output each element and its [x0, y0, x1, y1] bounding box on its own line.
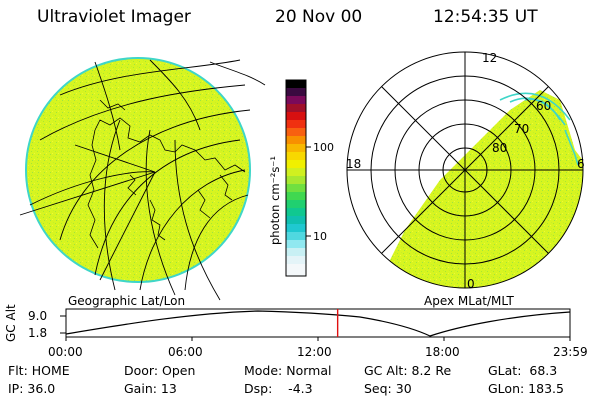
colorbar-units: photon cm⁻²s⁻¹	[268, 156, 282, 245]
altitude-curve	[65, 310, 571, 337]
geo-grid	[19, 59, 266, 301]
status-mode: Mode: Normal	[244, 363, 332, 378]
color-bar: 100 10 photon cm⁻²s⁻¹	[268, 79, 334, 277]
date-label: 20 Nov 00	[275, 7, 363, 27]
x-tick-label: 06:00	[168, 345, 203, 359]
geographic-panel-label: Geographic Lat/Lon	[68, 294, 186, 308]
mlat-label-70: 70	[514, 122, 529, 136]
colorbar-tick-100: 100	[313, 141, 334, 154]
status-ip: IP: 36.0	[8, 381, 56, 396]
status-glat: GLat: 68.3	[488, 363, 558, 378]
x-tick-label: 00:00	[48, 345, 83, 359]
x-tick-label: 12:00	[297, 345, 332, 359]
coastlines	[87, 99, 246, 249]
status-door: Door: Open	[124, 363, 196, 378]
mlat-label-80: 80	[492, 141, 507, 155]
x-tick-label: 18:00	[425, 345, 460, 359]
altitude-x-ticks	[65, 337, 571, 341]
earth-disk	[25, 57, 251, 283]
polar-plot: 12 18 6 0 60 70 80	[346, 51, 585, 291]
time-label: 12:54:35 UT	[433, 7, 538, 27]
instrument-title: Ultraviolet Imager	[37, 7, 191, 27]
mlat-label-60: 60	[536, 99, 551, 113]
alt-ymax-label: 9.0	[28, 309, 48, 323]
polar-grid	[346, 51, 584, 289]
status-flt: Flt: HOME	[8, 363, 70, 378]
polar-edge-arcs	[499, 92, 579, 166]
altitude-plot	[60, 308, 571, 341]
status-dsp: Dsp: -4.3	[244, 381, 313, 396]
status-glon: GLon: 183.5	[488, 381, 564, 396]
x-tick-label: 23:59	[553, 345, 588, 359]
colorbar-tick-10: 10	[313, 230, 327, 243]
status-gain: Gain: 13	[124, 381, 177, 396]
alt-ymin-label: 1.8	[28, 326, 48, 340]
mlt-label-0: 0	[467, 277, 475, 291]
geographic-image	[19, 57, 266, 301]
mlt-label-6: 6	[577, 157, 585, 171]
apex-panel-label: Apex MLat/MLT	[424, 294, 514, 308]
gc-alt-axis-label: GC Alt	[4, 304, 18, 342]
mlt-label-12: 12	[482, 51, 497, 65]
status-gc-alt: GC Alt: 8.2 Re	[364, 363, 452, 378]
status-seq: Seq: 30	[364, 381, 412, 396]
mlt-label-18: 18	[346, 157, 361, 171]
polar-image-region	[375, 90, 583, 288]
